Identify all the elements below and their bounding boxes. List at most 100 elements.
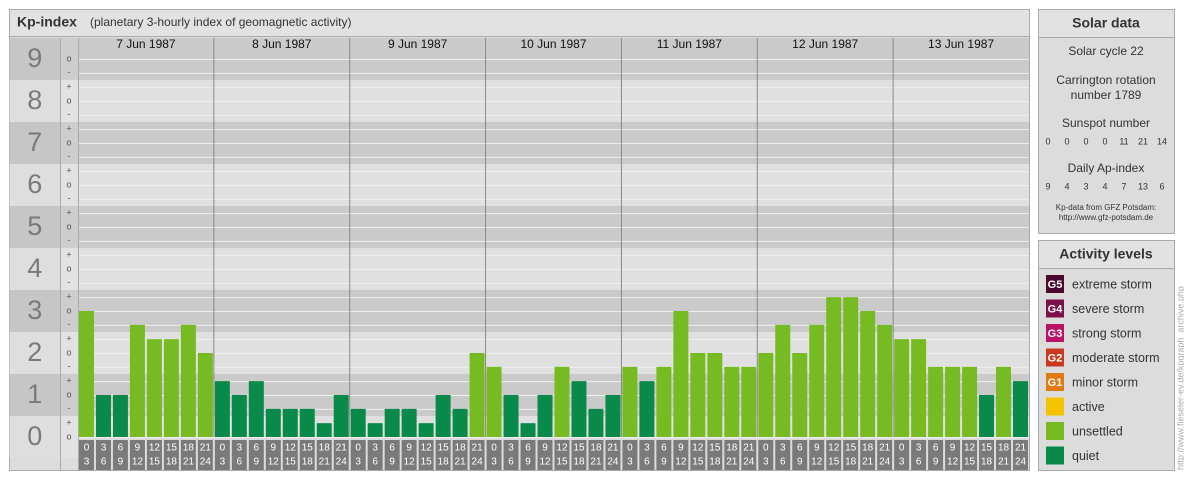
hour-label: 18	[573, 457, 585, 468]
bar	[758, 353, 774, 437]
minor-tick-label: -	[68, 361, 71, 371]
day-label: 12 Jun 1987	[792, 37, 858, 51]
hour-label: 18	[709, 457, 721, 468]
bar	[741, 366, 757, 437]
level-label: moderate storm	[1072, 351, 1160, 365]
bar	[367, 423, 383, 437]
bar	[214, 381, 230, 437]
hour-label: 9	[525, 457, 531, 468]
hour-box	[486, 440, 502, 470]
hour-label: 9	[933, 457, 939, 468]
ap-value: 6	[1159, 181, 1164, 191]
bar	[486, 366, 502, 437]
band	[60, 164, 78, 206]
minor-tick-label: -	[68, 235, 71, 245]
hour-label: 9	[950, 443, 956, 454]
hour-box	[741, 440, 757, 470]
hour-box	[673, 440, 689, 470]
minor-tick-label: +	[66, 334, 71, 344]
hour-box	[163, 440, 179, 470]
bar	[724, 366, 740, 437]
hour-label: 6	[101, 457, 107, 468]
hour-label: 21	[607, 443, 619, 454]
hour-box	[877, 440, 893, 470]
solar-title-bar	[1038, 9, 1175, 38]
band	[60, 206, 78, 248]
hour-box	[843, 440, 859, 470]
bar	[248, 381, 264, 437]
level-swatch	[1046, 275, 1064, 293]
hour-label: 9	[135, 443, 141, 454]
bar	[826, 297, 842, 437]
hour-label: 3	[899, 457, 905, 468]
hour-box	[809, 440, 825, 470]
hour-label: 21	[743, 443, 755, 454]
hour-box	[265, 440, 281, 470]
hour-box	[911, 440, 927, 470]
bar	[605, 395, 621, 437]
y-tick-label: 4	[27, 253, 42, 283]
hour-label: 21	[998, 457, 1010, 468]
hour-box	[350, 440, 366, 470]
hour-box	[979, 440, 995, 470]
level-label: unsettled	[1072, 424, 1123, 438]
hour-label: 9	[542, 443, 548, 454]
carrington: Carrington rotation	[1056, 73, 1155, 87]
band	[9, 206, 60, 248]
ap-value: 4	[1102, 181, 1107, 191]
hour-box	[928, 440, 944, 470]
minor-tick-label: o	[66, 305, 71, 315]
ap-value: 9	[1045, 181, 1050, 191]
hour-label: 6	[372, 457, 378, 468]
band	[9, 416, 60, 458]
day-label: 13 Jun 1987	[928, 37, 994, 51]
hour-label: 3	[916, 443, 922, 454]
hour-label: 21	[472, 443, 484, 454]
level-badge: G1	[1048, 377, 1063, 389]
hour-label: 18	[590, 443, 602, 454]
hour-label: 12	[404, 457, 416, 468]
hour-box	[894, 440, 910, 470]
minor-tick-label: +	[66, 82, 71, 92]
band	[78, 416, 1029, 437]
hour-label: 9	[797, 457, 803, 468]
bar	[928, 366, 944, 437]
y-tick-label: 6	[27, 169, 42, 199]
bar	[316, 423, 332, 437]
bar	[945, 366, 961, 437]
bar	[112, 395, 128, 437]
hour-box	[384, 440, 400, 470]
hour-box	[962, 440, 978, 470]
bar	[690, 353, 706, 437]
hour-box	[282, 440, 298, 470]
hour-label: 15	[981, 443, 993, 454]
hour-label: 3	[237, 443, 243, 454]
hour-label: 18	[183, 443, 195, 454]
bar	[962, 366, 978, 437]
hour-label: 21	[879, 443, 891, 454]
hour-label: 15	[285, 457, 297, 468]
hour-box	[231, 440, 247, 470]
hour-box	[656, 440, 672, 470]
hour-box	[197, 440, 213, 470]
hour-label: 3	[220, 457, 226, 468]
bar	[333, 395, 349, 437]
hour-label: 18	[455, 443, 467, 454]
hour-label: 6	[916, 457, 922, 468]
hour-box	[520, 440, 536, 470]
hour-box	[214, 440, 230, 470]
hour-label: 6	[780, 457, 786, 468]
hour-label: 9	[814, 443, 820, 454]
hour-label: 6	[797, 443, 803, 454]
hour-box	[792, 440, 808, 470]
y-tick-label: 1	[27, 379, 42, 409]
solar-title: Solar data	[1072, 15, 1140, 31]
hour-label: 18	[862, 443, 874, 454]
sunspot-value: 0	[1045, 136, 1050, 146]
hour-label: 24	[879, 457, 891, 468]
hour-label: 12	[811, 457, 823, 468]
ap-value: 13	[1138, 181, 1148, 191]
hour-label: 15	[149, 457, 161, 468]
minor-tick-label: +	[66, 376, 71, 386]
